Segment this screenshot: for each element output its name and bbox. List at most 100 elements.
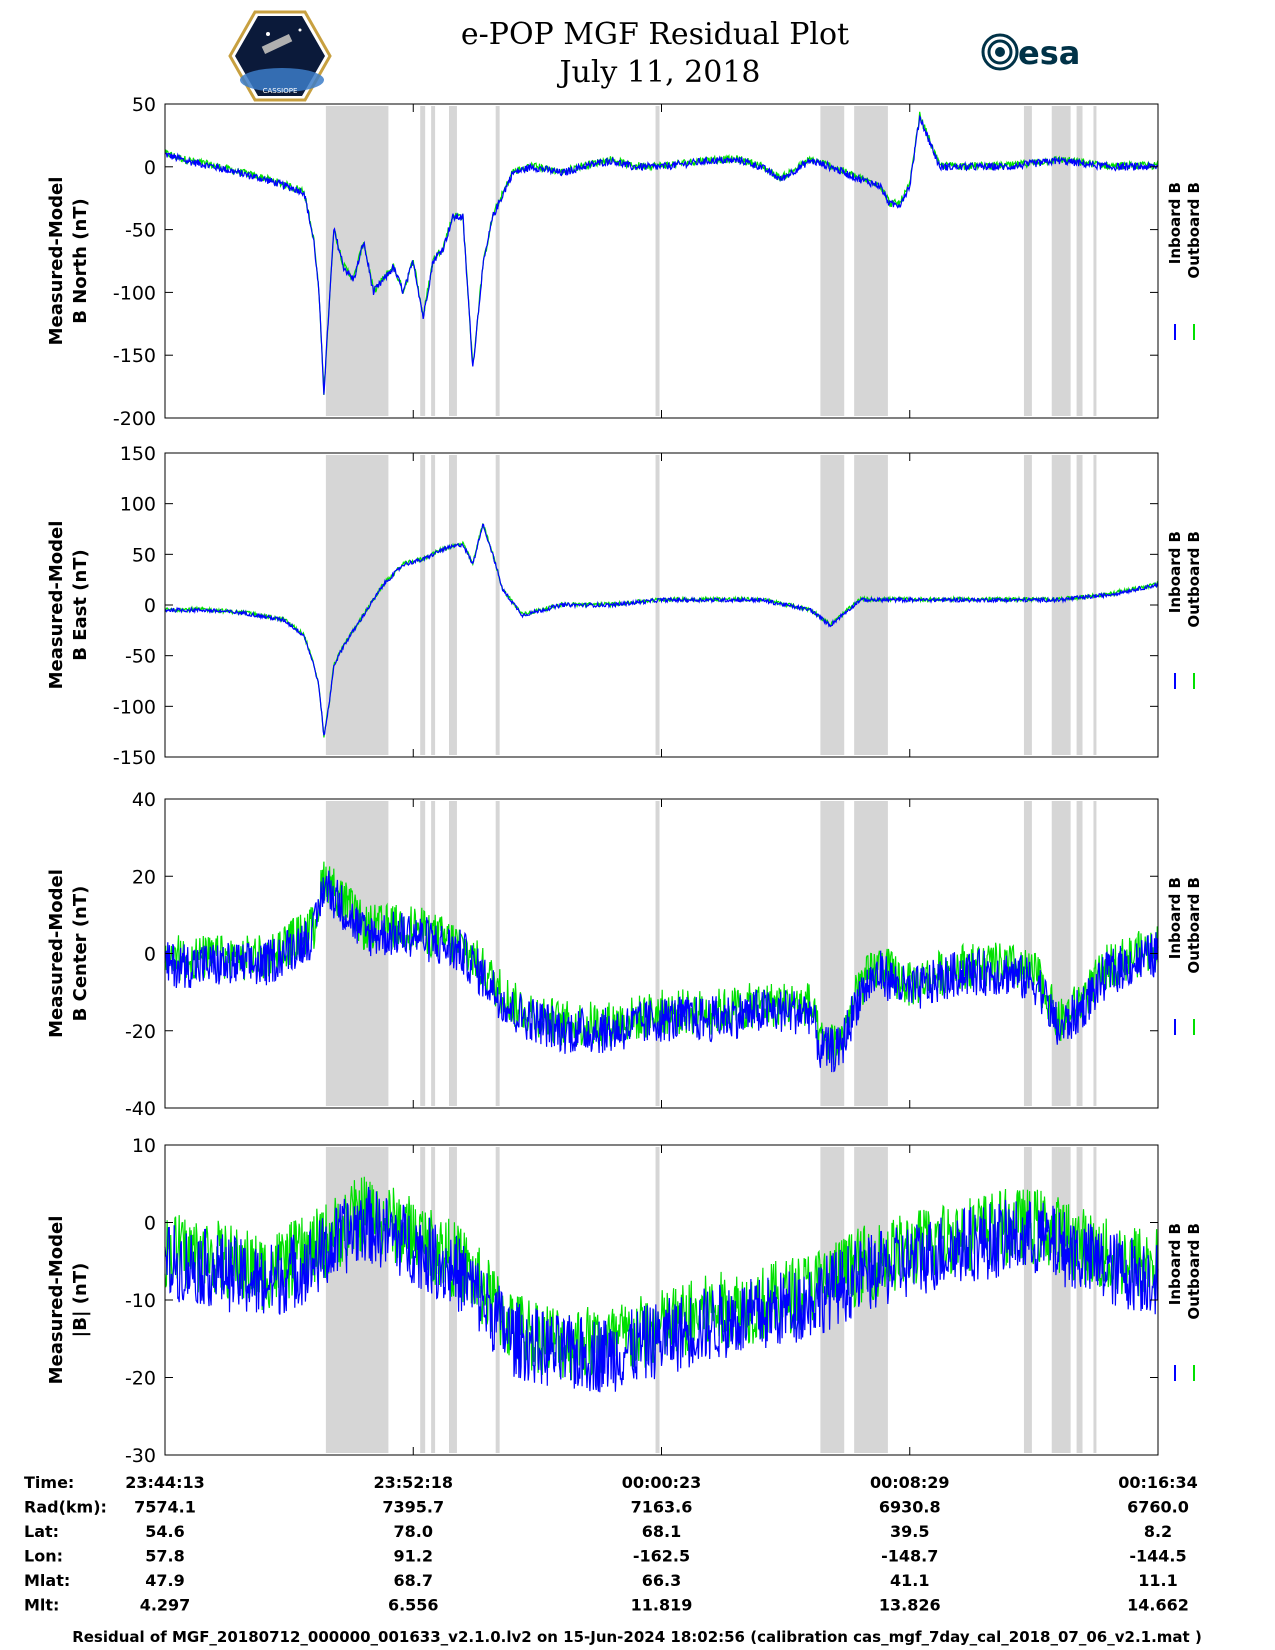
orbit-value: 7395.7 <box>382 1498 444 1517</box>
esa-logo: esa <box>981 33 1080 72</box>
orbit-row-label: Time: <box>24 1473 74 1492</box>
shaded-interval <box>420 106 426 416</box>
orbit-value: 57.8 <box>145 1547 184 1566</box>
orbit-value: 11.819 <box>631 1596 693 1615</box>
shaded-interval <box>1023 106 1032 416</box>
y-axis-label: Measured-Model B East (nT) <box>46 521 91 690</box>
shaded-interval <box>1076 1147 1083 1453</box>
legend-inboard-label: Inboard B <box>1166 531 1184 613</box>
orbit-value: 41.1 <box>890 1571 929 1590</box>
legend: Inboard B Outboard B <box>1166 1223 1203 1381</box>
orbit-value: 78.0 <box>394 1522 433 1541</box>
y-tick-label: -100 <box>113 282 156 304</box>
orbit-value: 6.556 <box>388 1596 439 1615</box>
shaded-interval <box>448 455 457 755</box>
orbit-value: 00:00:23 <box>622 1473 702 1492</box>
orbit-value: 6930.8 <box>879 1498 941 1517</box>
y-tick-label: -30 <box>125 1445 156 1467</box>
y-axis-label: Measured-Model |B| (nT) <box>46 1216 91 1385</box>
y-tick-label: 0 <box>144 595 156 617</box>
orbit-value: 7163.6 <box>631 1498 693 1517</box>
shaded-interval <box>854 106 888 416</box>
y-tick-label: -10 <box>125 1290 156 1312</box>
orbit-value: 4.297 <box>140 1596 191 1615</box>
shaded-interval <box>431 801 436 1106</box>
shaded-interval <box>325 106 389 416</box>
shaded-interval <box>1051 455 1071 755</box>
header: CASSIOPE e-POP MGF Residual Plot July 11… <box>228 10 1080 102</box>
chart-title-line2: July 11, 2018 <box>556 55 760 90</box>
y-tick-label: 40 <box>132 789 156 811</box>
legend-inboard-label: Inboard B <box>1166 182 1184 264</box>
legend-outboard-label: Outboard B <box>1185 1223 1203 1320</box>
panel-4: 10 0 -10 -20 -30 Measured-Model |B| (nT) Inboar… <box>46 1135 1203 1467</box>
panel-2: 150 100 50 0 -50 -100 -150 Measured-Model B East… <box>46 443 1203 769</box>
shaded-interval <box>1076 106 1083 416</box>
y-tick-label: 100 <box>120 494 156 516</box>
y-axis-label-line2: B Center (nT) <box>70 886 91 1022</box>
orbit-value: 7574.1 <box>134 1498 196 1517</box>
shaded-interval <box>420 455 426 755</box>
y-tick-label: -20 <box>125 1021 156 1043</box>
orbit-value: 91.2 <box>394 1547 433 1566</box>
orbit-row-label: Lon: <box>24 1547 63 1566</box>
shaded-interval <box>420 1147 426 1453</box>
shaded-interval <box>1093 1147 1097 1453</box>
orbit-value: 68.1 <box>642 1522 681 1541</box>
orbit-value: 13.826 <box>879 1596 941 1615</box>
shaded-interval <box>420 801 426 1106</box>
orbit-row-label: Lat: <box>24 1522 59 1541</box>
orbit-value: 14.662 <box>1127 1596 1189 1615</box>
shaded-interval <box>448 106 457 416</box>
shaded-interval <box>655 455 660 755</box>
panel-1: 50 0 -50 -100 -150 -200 Measured-Model B North … <box>46 94 1203 430</box>
y-tick-label: 50 <box>132 94 156 116</box>
shaded-interval <box>655 106 660 416</box>
shaded-interval <box>820 1147 845 1453</box>
orbit-row-label: Mlt: <box>24 1596 59 1615</box>
orbit-value: 23:44:13 <box>125 1473 205 1492</box>
legend-outboard-label: Outboard B <box>1185 877 1203 974</box>
orbit-value: 00:08:29 <box>870 1473 950 1492</box>
legend: Inboard B Outboard B <box>1166 877 1203 1035</box>
y-tick-label: -100 <box>113 696 156 718</box>
shaded-interval <box>325 455 389 755</box>
shaded-interval <box>1093 455 1097 755</box>
orbit-value: 00:16:34 <box>1118 1473 1198 1492</box>
shaded-interval <box>1023 455 1032 755</box>
axes-frame <box>164 103 1159 419</box>
shaded-interval <box>495 106 500 416</box>
orbit-row-label: Rad(km): <box>24 1498 107 1517</box>
y-tick-label: 0 <box>144 944 156 966</box>
shaded-interval <box>1023 1147 1032 1453</box>
y-tick-label: -150 <box>113 747 156 769</box>
y-axis-label-line2: B East (nT) <box>70 549 91 661</box>
shaded-interval <box>325 1147 389 1453</box>
axes-frame <box>164 452 1159 758</box>
orbit-value: 11.1 <box>1138 1571 1177 1590</box>
chart-title-line1: e-POP MGF Residual Plot <box>461 17 849 52</box>
y-axis-label-line2: B North (nT) <box>70 198 91 324</box>
legend-inboard-label: Inboard B <box>1166 877 1184 959</box>
orbit-value: 8.2 <box>1144 1522 1172 1541</box>
orbit-value: -148.7 <box>881 1547 938 1566</box>
outboard-series-line <box>164 523 1159 738</box>
shaded-interval <box>1051 801 1071 1106</box>
shaded-interval <box>655 801 660 1106</box>
shaded-interval <box>1076 455 1083 755</box>
shaded-interval <box>431 1147 436 1453</box>
orbit-value: 47.9 <box>145 1571 184 1590</box>
esa-logo-text: esa <box>1018 34 1080 72</box>
shaded-interval <box>1023 801 1032 1106</box>
shaded-interval <box>820 106 845 416</box>
outboard-series-line <box>164 111 1159 396</box>
y-tick-label: -50 <box>125 646 156 668</box>
shaded-interval <box>495 801 500 1106</box>
shaded-interval <box>820 455 845 755</box>
y-axis-label-line1: Measured-Model <box>46 869 67 1038</box>
shaded-interval <box>325 801 389 1106</box>
y-tick-label: 20 <box>132 866 156 888</box>
shaded-interval <box>854 455 888 755</box>
shaded-interval <box>1093 801 1097 1106</box>
